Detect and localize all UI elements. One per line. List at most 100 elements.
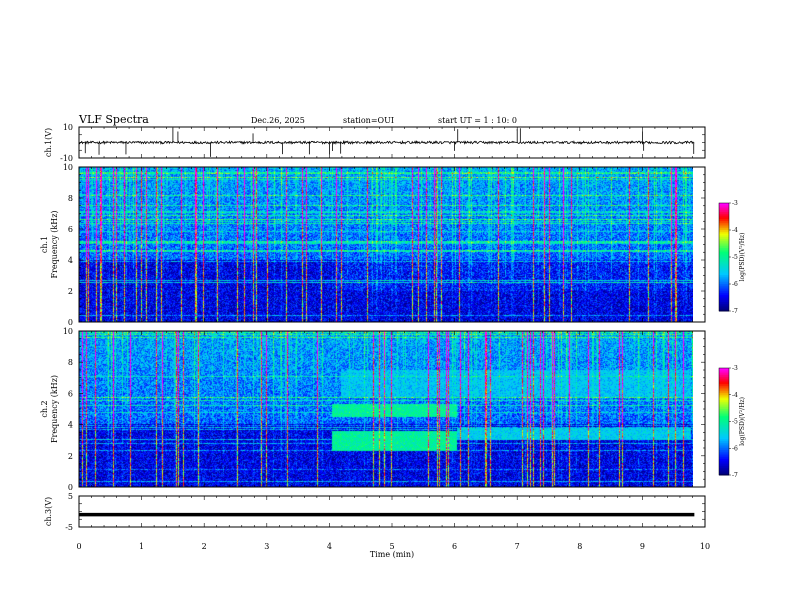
- x-tick-label: 9: [640, 542, 645, 551]
- ch1-waveform-plot: [79, 127, 695, 157]
- ch1-spectrogram-ylabel-frequency: Frequency (kHz): [50, 210, 59, 278]
- colorbar-segment: [719, 428, 729, 431]
- colorbar-segment: [719, 266, 729, 269]
- colorbar-segment: [719, 237, 729, 240]
- colorbar-segment: [719, 285, 729, 289]
- colorbar-segment: [719, 233, 729, 236]
- x-tick-label: 5: [389, 542, 394, 551]
- colorbar-segment: [719, 302, 729, 305]
- colorbar-segment: [719, 273, 729, 276]
- colorbar-segment: [719, 389, 729, 392]
- colorbar-segment: [719, 222, 729, 226]
- colorbar-segment: [719, 260, 729, 263]
- station-label: station=OUI: [343, 116, 394, 125]
- colorbar-segment: [719, 221, 729, 224]
- colorbar-segment: [719, 387, 729, 390]
- colorbar-segment: [719, 455, 729, 458]
- ch1-colorbar: -3 -4 -5 -6 -7 log(PSD)(V²/Hz): [718, 200, 746, 315]
- colorbar-segment: [719, 289, 729, 292]
- ch3-ytick-top: 5: [68, 492, 73, 501]
- colorbar-segment: [719, 369, 729, 373]
- x-axis-label: Time (min): [370, 550, 414, 559]
- ch1-spectrogram-yticklabels: 0 2 4 6 8 10: [63, 163, 73, 327]
- colorbar-segment: [719, 392, 729, 396]
- colorbar-segment: [719, 280, 729, 283]
- colorbar-segment: [719, 262, 729, 265]
- y-tick-label: 8: [68, 358, 73, 367]
- colorbar-segment: [719, 282, 729, 285]
- ch2-spectrogram-image: [79, 331, 693, 487]
- colorbar-segment: [719, 462, 729, 465]
- colorbar-segment: [719, 405, 729, 408]
- colorbar-segment: [719, 430, 729, 433]
- colorbar-tick-label: -6: [732, 445, 738, 452]
- colorbar-segment: [719, 291, 729, 294]
- colorbar-segment: [719, 375, 729, 378]
- colorbar-segment: [719, 380, 729, 383]
- colorbar-segment: [719, 307, 729, 310]
- colorbar-tick-label: -4: [732, 392, 738, 399]
- colorbar-segment: [719, 471, 729, 474]
- x-tick-label: 7: [515, 542, 520, 551]
- colorbar-segment: [719, 267, 729, 271]
- y-tick-label: 10: [63, 163, 73, 172]
- ch2-spectrogram-ylabel-channel: ch.2: [40, 400, 49, 417]
- colorbar-segment: [719, 444, 729, 447]
- ch1-ytick-bottom: -10: [60, 154, 73, 163]
- colorbar-segment: [719, 464, 729, 467]
- colorbar-segment: [719, 269, 729, 272]
- colorbar-segment: [719, 249, 729, 253]
- ch3-ytick-bottom: -5: [65, 523, 73, 532]
- colorbar-segment: [719, 284, 729, 287]
- colorbar-label: log(PSD)(V²/Hz): [739, 397, 746, 446]
- colorbar-segment: [719, 296, 729, 299]
- y-tick-label: 8: [68, 194, 73, 203]
- colorbar-segment: [719, 391, 729, 394]
- colorbar-segment: [719, 457, 729, 460]
- colorbar-tick-label: -4: [732, 227, 738, 234]
- ch2-spectrogram-panel: 0 2 4 6 8 10 ch.2 Frequency (kHz): [40, 327, 706, 492]
- colorbar-segment: [719, 300, 729, 303]
- ch1-spectrogram-panel: 0 2 4 6 8 10 ch.1 Frequency (kHz): [40, 163, 706, 327]
- colorbar-segment: [719, 203, 729, 206]
- y-tick-label: 6: [68, 225, 73, 234]
- colorbar-segment: [719, 224, 729, 227]
- ch1-spectrogram-image: [79, 167, 693, 322]
- y-tick-label: 0: [68, 483, 73, 492]
- figure-title: VLF Spectra: [78, 113, 149, 126]
- colorbar-segment: [719, 235, 729, 238]
- colorbar-segment: [719, 396, 729, 399]
- colorbar-segment: [719, 417, 729, 421]
- ch1-waveform-trace: [79, 139, 695, 145]
- y-tick-label: 0: [68, 318, 73, 327]
- colorbar-segment: [719, 239, 729, 242]
- colorbar-segment: [719, 378, 729, 381]
- ch3-waveform-panel: 5 -5 ch.3(V): [44, 492, 706, 532]
- colorbar-tick-label: -3: [732, 200, 738, 207]
- colorbar-segment: [719, 251, 729, 254]
- colorbar-segment: [719, 384, 729, 387]
- colorbar-segment: [719, 400, 729, 403]
- colorbar-segment: [719, 421, 729, 424]
- date-label: Dec.26, 2025: [251, 116, 305, 125]
- colorbar-segment: [719, 460, 729, 464]
- y-tick-label: 2: [68, 452, 73, 461]
- colorbar-segment: [719, 419, 729, 422]
- colorbar-segment: [719, 433, 729, 437]
- colorbar-segment: [719, 212, 729, 215]
- colorbar-segment: [719, 371, 729, 374]
- colorbar-segment: [719, 398, 729, 401]
- colorbar-tick-label: -5: [732, 254, 738, 261]
- colorbar-segment: [719, 376, 729, 380]
- colorbar-segment: [719, 403, 729, 406]
- colorbar-segment: [719, 204, 729, 208]
- colorbar-segment: [719, 450, 729, 453]
- ch2-colorbar: -3 -4 -5 -6 -7 log(PSD)(V²/Hz): [718, 365, 746, 479]
- start-ut-label: start UT = 1 : 10: 0: [438, 116, 517, 125]
- x-tick-label: 8: [577, 542, 582, 551]
- x-tick-label: 1: [139, 542, 144, 551]
- colorbar-segment: [719, 448, 729, 451]
- colorbar-segment: [719, 401, 729, 405]
- colorbar-segment: [719, 215, 729, 218]
